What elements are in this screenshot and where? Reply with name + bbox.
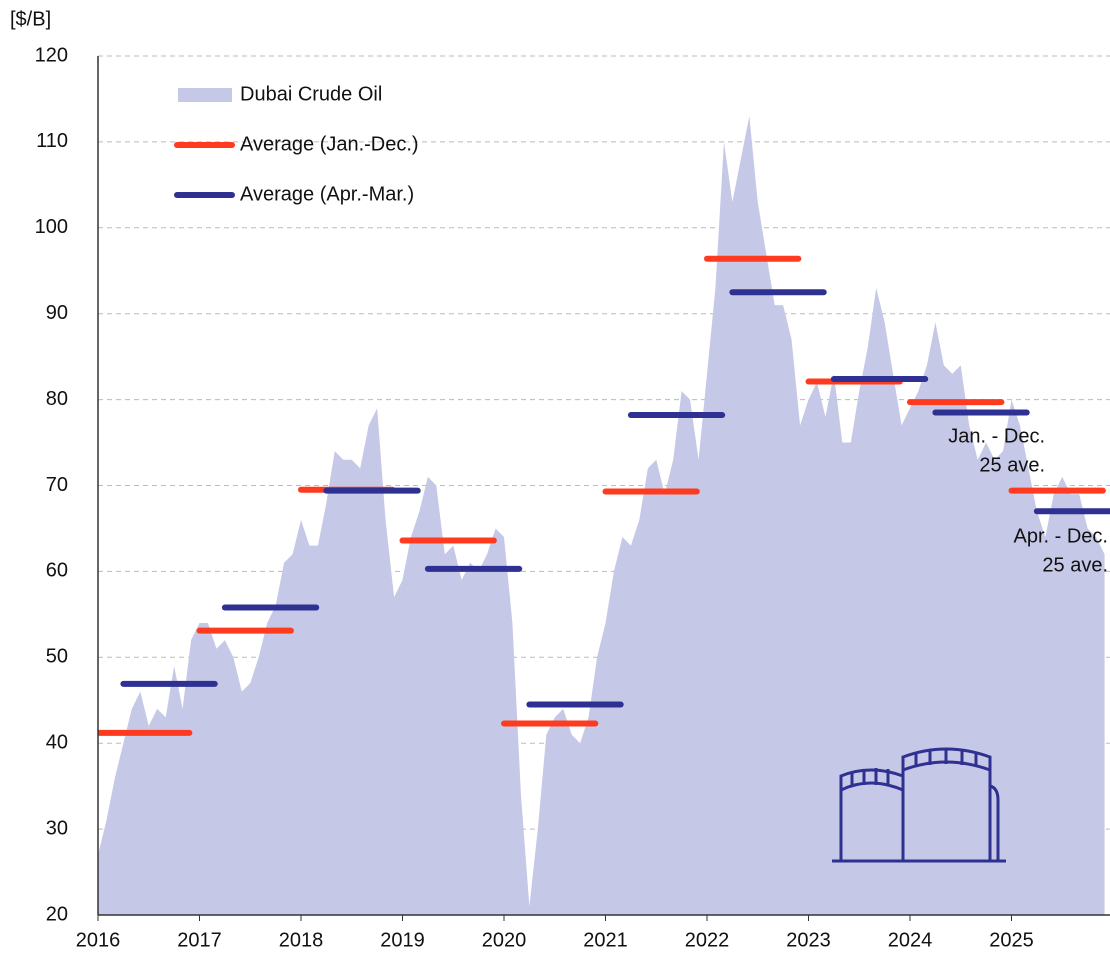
x-tick-label: 2017 xyxy=(177,929,222,951)
y-tick-label: 70 xyxy=(46,474,68,496)
legend-label: Average (Apr.-Mar.) xyxy=(240,183,414,205)
y-unit: [$/B] xyxy=(10,8,51,30)
y-tick-label: 110 xyxy=(36,130,68,152)
annotation: 25 ave. xyxy=(979,454,1045,476)
annotation: Apr. - Dec. xyxy=(1014,525,1108,547)
annotation: 25 ave. xyxy=(1042,554,1108,576)
y-tick-label: 120 xyxy=(35,44,68,66)
x-tick-label: 2019 xyxy=(380,929,425,951)
x-tick-label: 2018 xyxy=(279,929,324,951)
y-tick-label: 20 xyxy=(46,903,68,925)
x-tick-label: 2022 xyxy=(685,929,730,951)
legend-label: Average (Jan.-Dec.) xyxy=(240,133,419,155)
x-tick-label: 2024 xyxy=(888,929,933,951)
plot-area xyxy=(98,116,1110,915)
annotation: Jan. - Dec. xyxy=(948,425,1045,447)
legend-swatch xyxy=(178,88,232,102)
area xyxy=(98,116,1105,915)
y-tick-label: 100 xyxy=(35,216,68,238)
axes: 20 30 40 50 60 70 80 90 100 110 120 2016 2017 2018 201… xyxy=(35,44,1110,951)
x-tick-label: 2021 xyxy=(583,929,628,951)
x-tick-label: 2023 xyxy=(786,929,831,951)
x-tick-label: 2020 xyxy=(482,929,527,951)
y-tick-label: 30 xyxy=(46,817,68,839)
x-tick-label: 2016 xyxy=(76,929,121,951)
y-tick-label: 50 xyxy=(46,646,68,668)
y-tick-label: 40 xyxy=(46,731,68,753)
tank-icon xyxy=(832,747,1006,863)
y-tick-label: 90 xyxy=(46,302,68,324)
y-tick-label: 80 xyxy=(46,388,68,410)
y-tick-label: 60 xyxy=(46,560,68,582)
x-tick-label: 2025 xyxy=(989,929,1034,951)
legend-label: Dubai Crude Oil xyxy=(240,83,382,105)
